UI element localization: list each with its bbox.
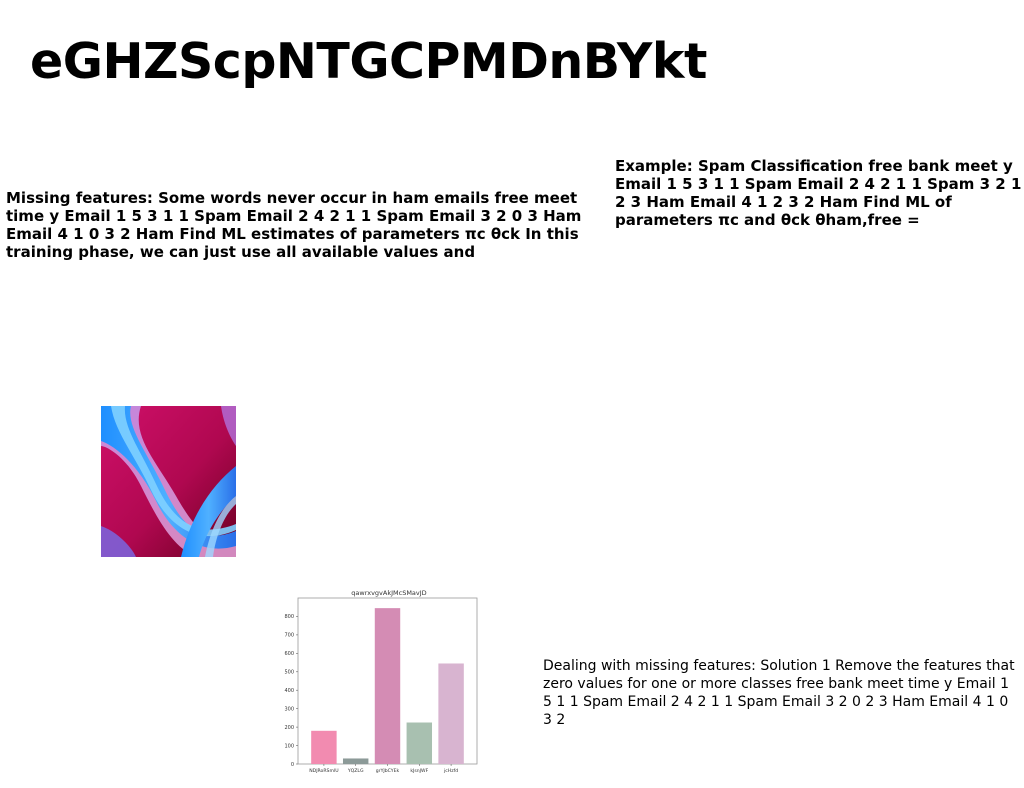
y-tick-label: 600 bbox=[284, 651, 294, 657]
y-tick-label: 700 bbox=[284, 633, 294, 639]
bar-chart: qawrxvgvAkJMcSMavJD 0 100 200 300 400 500 600 7… bbox=[284, 589, 478, 774]
x-tick-label: jcHzfd bbox=[443, 768, 458, 774]
chart-title: qawrxvgvAkJMcSMavJD bbox=[351, 589, 426, 597]
bar-NDJRoRSmlU bbox=[311, 730, 337, 764]
y-tick-label: 0 bbox=[291, 762, 294, 768]
bar-kJsnJWF bbox=[406, 722, 433, 764]
y-tick-label: 200 bbox=[284, 725, 294, 731]
y-axis: 0 100 200 300 400 500 600 700 800 bbox=[284, 614, 298, 768]
x-tick-label: grYJbCYEk bbox=[376, 768, 400, 774]
x-tick-label: YQZLG bbox=[347, 768, 364, 774]
missing-features-text: Missing features: Some words never occur… bbox=[6, 189, 582, 261]
y-tick-label: 800 bbox=[284, 614, 294, 620]
y-tick-label: 300 bbox=[284, 706, 294, 712]
y-tick-label: 400 bbox=[284, 688, 294, 694]
missing-features-solution-text: Dealing with missing features: Solution … bbox=[543, 658, 1015, 728]
x-tick-label: NDJRoRSmlU bbox=[309, 768, 338, 774]
x-tick-label: kJsnJWF bbox=[410, 768, 428, 774]
bars-group bbox=[311, 608, 464, 764]
y-tick-label: 100 bbox=[284, 743, 294, 749]
spam-classification-text: Example: Spam Classification free bank m… bbox=[615, 157, 1022, 229]
page-title: eGHZScpNTGCPMDnBYkt bbox=[30, 33, 707, 90]
bar-YQZLG bbox=[342, 758, 369, 764]
abstract-wave-image bbox=[101, 406, 236, 557]
y-tick-label: 500 bbox=[284, 670, 294, 676]
x-axis: NDJRoRSmlU YQZLG grYJbCYEk kJsnJWF jcHzfd bbox=[309, 764, 458, 774]
bar-grYJbCYEk bbox=[374, 608, 401, 764]
bar-jcHzfd bbox=[438, 663, 464, 764]
